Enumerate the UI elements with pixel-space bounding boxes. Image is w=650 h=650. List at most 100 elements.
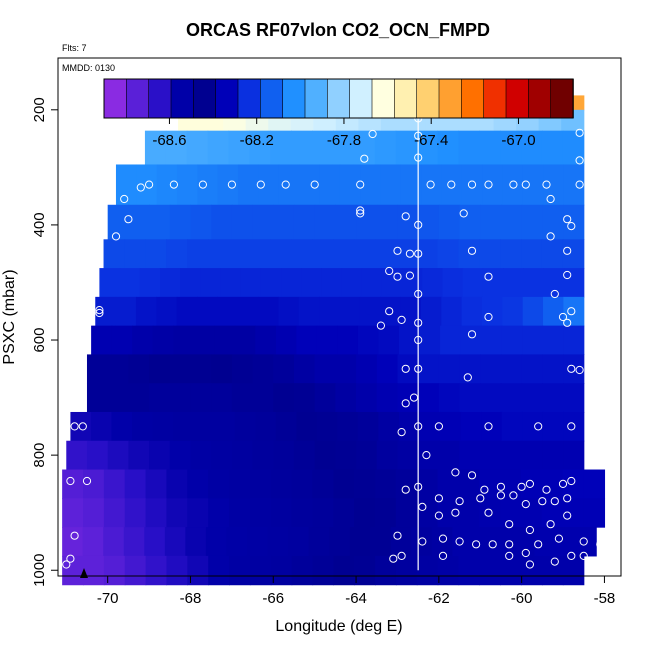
- data-point: [567, 551, 576, 561]
- heat-cell: [234, 411, 256, 442]
- data-point: [480, 485, 489, 494]
- data-point: [575, 365, 584, 375]
- heat-cell: [397, 440, 419, 471]
- heat-cell: [335, 383, 357, 413]
- heat-cell: [278, 296, 300, 327]
- heat-cell: [193, 325, 215, 356]
- heat-cell: [90, 411, 113, 442]
- data-point: [554, 534, 564, 543]
- heat-cell: [354, 498, 376, 528]
- heat-cell: [86, 383, 109, 413]
- data-point: [418, 537, 427, 546]
- data-point: [534, 422, 543, 431]
- x-tick-label: -58: [594, 590, 616, 607]
- colorbar-tick-label: -67.0: [501, 132, 535, 149]
- colorbar-swatch: [215, 78, 239, 119]
- data-point: [546, 520, 555, 529]
- data-point: [509, 491, 518, 500]
- data-point: [397, 428, 406, 437]
- heat-cell: [291, 498, 314, 528]
- colorbar-swatch: [416, 78, 440, 119]
- heat-cell: [220, 268, 242, 298]
- heat-cell: [103, 527, 125, 557]
- data-point: [70, 531, 79, 540]
- heat-cell: [357, 411, 380, 442]
- heat-cell: [231, 383, 254, 413]
- heat-cell: [500, 130, 522, 166]
- heat-cell: [500, 555, 522, 586]
- data-point: [451, 468, 460, 477]
- heat-cell: [107, 440, 129, 471]
- data-point: [484, 180, 493, 189]
- heat-cell: [353, 130, 376, 166]
- heat-cell: [231, 204, 254, 240]
- colorbar: [103, 78, 574, 119]
- data-point: [198, 180, 207, 189]
- heat-cell: [361, 268, 383, 298]
- heat-cell: [187, 469, 209, 499]
- heat-cell: [460, 325, 482, 356]
- data-point: [476, 494, 485, 503]
- heat-cell: [376, 204, 399, 240]
- colorbar-swatch: [260, 78, 284, 119]
- heat-cell: [356, 354, 378, 384]
- heat-cell: [479, 239, 501, 269]
- data-point: [521, 548, 530, 558]
- data-point: [525, 560, 535, 569]
- colorbar-swatch: [550, 78, 574, 119]
- heat-cell: [156, 296, 178, 327]
- data-point: [409, 393, 419, 402]
- colorbar-swatch: [193, 78, 217, 119]
- heat-cell: [395, 469, 418, 499]
- y-axis: 200 400 600 800 1000: [31, 97, 59, 587]
- heat-cell: [437, 555, 460, 586]
- heat-cell: [249, 469, 272, 499]
- heat-cell: [319, 164, 341, 206]
- heat-cell: [333, 498, 355, 528]
- colorbar-swatch: [349, 78, 373, 119]
- data-point: [66, 554, 75, 563]
- data-point: [567, 364, 576, 373]
- heat-cell: [441, 296, 463, 327]
- heatmap-cells: [62, 95, 606, 586]
- heat-cell: [359, 296, 381, 327]
- data-point: [145, 180, 154, 189]
- heat-cell: [107, 383, 129, 413]
- heat-cell: [124, 555, 147, 586]
- heat-cell: [500, 204, 523, 240]
- heat-cell: [500, 469, 522, 499]
- heat-cell: [149, 440, 171, 471]
- heat-cell: [273, 354, 295, 384]
- heat-cell: [165, 130, 188, 166]
- heat-cell: [83, 555, 105, 586]
- data-point: [397, 315, 406, 324]
- heat-cell: [563, 354, 585, 384]
- heat-cell: [583, 498, 606, 528]
- data-point: [517, 482, 526, 491]
- heat-cell: [521, 440, 543, 471]
- data-point: [575, 128, 584, 137]
- heat-cell: [231, 440, 254, 471]
- heat-cell: [103, 469, 126, 499]
- heat-cell: [416, 498, 439, 528]
- heat-cell: [375, 555, 397, 586]
- colorbar-tick-label: -68.2: [240, 132, 274, 149]
- data-point: [414, 364, 423, 373]
- heat-cell: [180, 268, 201, 298]
- heat-cell: [275, 411, 297, 442]
- heat-cell: [398, 411, 421, 442]
- colorbar-tick-label: -68.6: [152, 132, 186, 149]
- heat-cell: [381, 268, 403, 298]
- colorbar-swatch: [103, 78, 128, 119]
- colorbar-swatch: [304, 78, 329, 119]
- heat-cell: [360, 164, 381, 206]
- heat-cell: [115, 164, 137, 206]
- heat-cell: [459, 383, 481, 413]
- heat-cell: [115, 296, 137, 327]
- heat-cell: [563, 296, 585, 327]
- data-point: [484, 508, 493, 517]
- heat-cell: [542, 440, 564, 471]
- heat-cell: [541, 239, 564, 269]
- data-point: [414, 482, 423, 491]
